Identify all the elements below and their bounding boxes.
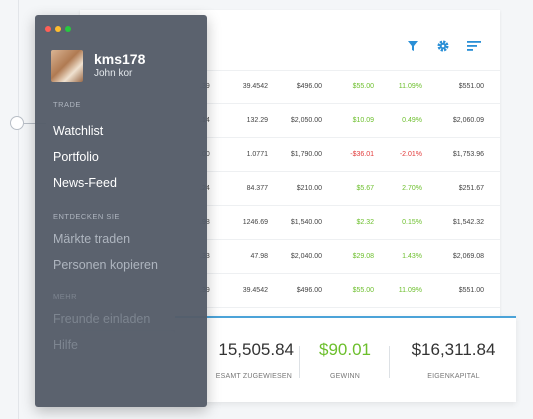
cell-percent: -2.01% [399,151,422,158]
cell-percent: 11.09% [398,287,422,294]
summary-equity: $16,311.84 EIGENKAPITAL [391,318,516,402]
cell-percent: 1.43% [402,253,422,260]
cell-invested: $2,040.00 [290,253,322,260]
window-minimize-button[interactable] [55,26,61,32]
cell-profit: $55.00 [352,287,374,294]
sidebar-item-invite-friends[interactable]: Freunde einladen [53,312,151,326]
cell-percent: 0.49% [402,117,422,124]
cell-units: 84.377 [246,185,268,192]
cell-invested: $1,790.00 [290,151,322,158]
gear-icon[interactable] [436,39,450,53]
sidebar-item-portfolio[interactable]: Portfolio [53,150,99,164]
cell-invested: $210.00 [296,185,322,192]
summary-divider [299,346,300,378]
cell-profit: $29.08 [352,253,374,260]
cell-value: $1,542.32 [452,219,484,226]
total-invested-label: ESAMT ZUGEWIESEN [215,373,292,380]
sidebar-item-help[interactable]: Hilfe [53,338,79,352]
total-invested-value: 15,505.84 [218,340,294,359]
cell-percent: 11.09% [398,83,422,90]
portfolio-summary: 15,505.84 ESAMT ZUGEWIESEN $90.01 GEWINN… [175,316,516,402]
cell-percent: 2.70% [402,185,422,192]
sidebar-item-copy-people[interactable]: Personen kopieren [53,258,158,272]
navigation-sidebar: kms178 John kor TRADE Watchlist Portfoli… [35,15,207,407]
cell-invested: $2,050.00 [290,117,322,124]
profit-value: $90.01 [319,340,371,359]
cell-value: $551.00 [458,83,484,90]
section-label-discover: ENTDECKEN SIE [53,212,120,221]
cell-invested: $1,540.00 [290,219,322,226]
equity-label: EIGENKAPITAL [427,373,480,380]
sidebar-item-watchlist[interactable]: Watchlist [53,124,104,138]
cell-profit: $55.00 [352,83,374,90]
cell-units: 39.4542 [242,287,268,294]
cell-profit: -$36.01 [350,151,374,158]
cell-value: $251.67 [458,185,484,192]
user-real-name: John kor [94,68,133,79]
card-toolbar [80,10,500,71]
summary-profit: $90.01 GEWINN [301,318,389,402]
section-label-trade: TRADE [53,100,81,109]
window-close-button[interactable] [45,26,51,32]
sidebar-item-news-feed[interactable]: News-Feed [53,176,117,190]
sidebar-item-trade-markets[interactable]: Märkte traden [53,232,131,246]
cell-units: 39.4542 [242,83,268,90]
cell-value: $2,069.08 [452,253,484,260]
summary-total-invested: 15,505.84 ESAMT ZUGEWIESEN [175,318,300,402]
list-icon[interactable] [466,39,481,53]
cell-profit: $2.32 [356,219,374,226]
timeline-node[interactable] [10,116,24,130]
cell-invested: $496.00 [296,287,322,294]
cell-units: 1246.69 [242,219,268,226]
window-maximize-button[interactable] [65,26,71,32]
cell-invested: $496.00 [296,83,322,90]
cell-units: 132.29 [246,117,268,124]
section-label-more: MEHR [53,292,78,301]
cell-value: $1,753.96 [452,151,484,158]
cell-profit: $5.67 [356,185,374,192]
positions-table: .39 39.4542 $496.00 $55.00 11.09% $551.0… [80,70,500,308]
avatar[interactable] [51,50,83,82]
summary-divider [389,346,390,378]
cell-units: 1.0771 [246,151,268,158]
cell-value: $551.00 [458,287,484,294]
cell-value: $2,060.09 [452,117,484,124]
user-name[interactable]: kms178 [94,51,146,67]
filter-icon[interactable] [406,39,420,53]
cell-percent: 0.15% [402,219,422,226]
profit-label: GEWINN [330,373,360,380]
cell-units: 47.98 [250,253,268,260]
timeline-rail [18,0,19,419]
equity-value: $16,311.84 [411,340,496,359]
cell-profit: $10.09 [352,117,374,124]
